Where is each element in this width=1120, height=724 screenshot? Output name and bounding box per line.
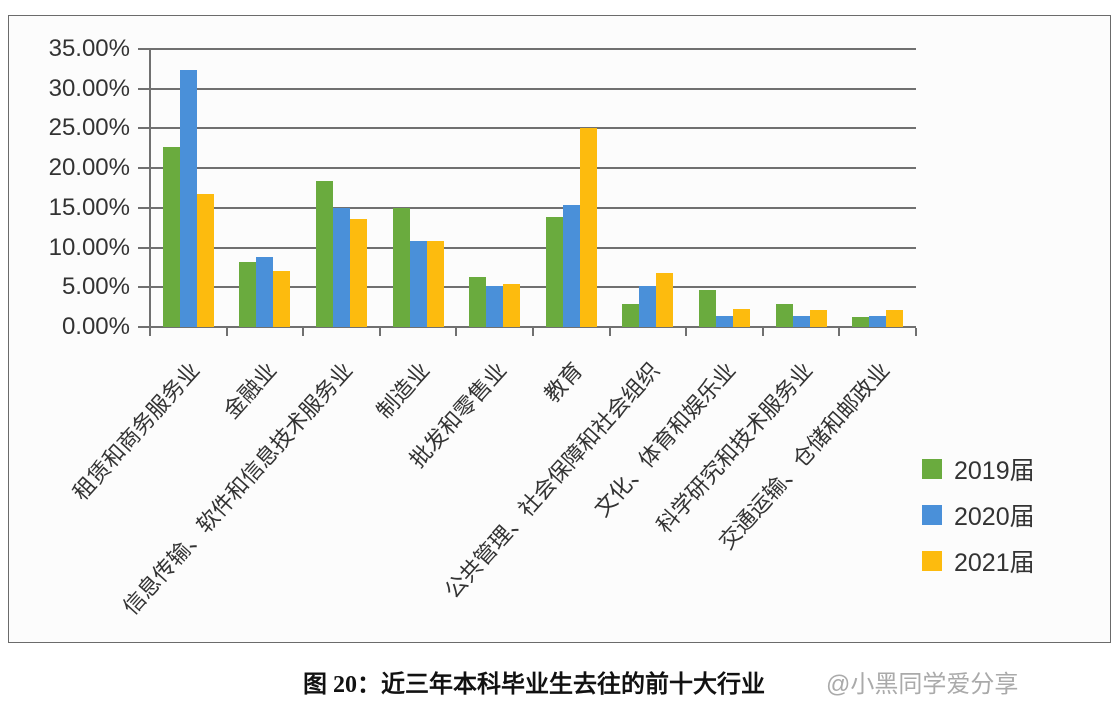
x-axis-tick bbox=[761, 328, 764, 336]
bar-2021届 bbox=[656, 272, 674, 327]
figure-caption: 图 20：近三年本科毕业生去往的前十大行业 bbox=[303, 672, 765, 698]
bar-2019届 bbox=[239, 261, 257, 327]
bar-2020届 bbox=[639, 286, 657, 327]
x-axis-tick bbox=[608, 328, 611, 336]
bar-2019届 bbox=[392, 207, 410, 327]
bar-2021届 bbox=[733, 308, 750, 327]
bar-2020届 bbox=[716, 315, 733, 327]
bar-2021届 bbox=[579, 128, 597, 327]
bar-2021届 bbox=[273, 270, 291, 327]
y-axis bbox=[149, 49, 151, 333]
bar-2019届 bbox=[162, 147, 180, 327]
y-tick-label: 25.00% bbox=[48, 114, 130, 142]
gridline bbox=[138, 246, 916, 249]
bar-2020届 bbox=[256, 257, 274, 327]
bar-2019届 bbox=[775, 303, 793, 327]
legend-label: 2019届 bbox=[954, 457, 1035, 485]
gridline bbox=[138, 87, 916, 90]
gridline bbox=[138, 127, 916, 130]
legend-swatch bbox=[922, 459, 942, 479]
legend-label: 2021届 bbox=[954, 549, 1035, 577]
bar-2020届 bbox=[409, 241, 427, 327]
bar-2019届 bbox=[852, 317, 870, 327]
bar-2021届 bbox=[503, 284, 521, 327]
y-tick-label: 5.00% bbox=[61, 273, 130, 301]
bar-2019届 bbox=[622, 303, 640, 327]
legend-item: 2019届 bbox=[922, 451, 1035, 487]
x-axis-tick bbox=[532, 328, 534, 336]
gridline bbox=[138, 326, 916, 328]
legend-swatch bbox=[922, 505, 942, 525]
x-axis-tick bbox=[915, 328, 917, 336]
gridline bbox=[138, 48, 916, 50]
x-axis-tick bbox=[378, 328, 381, 336]
y-tick-label: 15.00% bbox=[48, 193, 130, 221]
legend-item: 2020届 bbox=[922, 497, 1035, 533]
bar-2020届 bbox=[486, 286, 504, 327]
bar-2020届 bbox=[792, 315, 810, 327]
y-tick-label: 10.00% bbox=[48, 233, 130, 261]
bar-2019届 bbox=[469, 276, 487, 327]
bar-2021届 bbox=[350, 218, 367, 327]
x-axis-tick bbox=[149, 328, 151, 336]
bar-2021届 bbox=[886, 310, 904, 327]
x-axis-tick bbox=[685, 328, 688, 336]
y-tick-label: 30.00% bbox=[48, 74, 130, 102]
gridline bbox=[138, 167, 916, 170]
bar-2020届 bbox=[179, 70, 197, 327]
bar-2021届 bbox=[426, 241, 444, 327]
y-tick-label: 35.00% bbox=[48, 35, 130, 62]
bar-2020届 bbox=[869, 315, 887, 327]
y-tick-label: 20.00% bbox=[48, 154, 130, 182]
gridline bbox=[138, 206, 916, 209]
bar-2020届 bbox=[333, 207, 350, 327]
bar-2020届 bbox=[562, 205, 580, 327]
x-axis-tick bbox=[455, 328, 458, 336]
x-axis-tick bbox=[302, 328, 305, 336]
bar-2019届 bbox=[545, 216, 563, 327]
bar-2019届 bbox=[316, 180, 333, 327]
legend-swatch bbox=[922, 551, 942, 571]
bar-2019届 bbox=[699, 290, 716, 327]
watermark: @小黑同学爱分享 bbox=[826, 671, 1019, 698]
bar-2021届 bbox=[196, 194, 214, 327]
legend-item: 2021届 bbox=[922, 543, 1035, 579]
y-tick-label: 0.00% bbox=[61, 313, 130, 340]
gridline bbox=[138, 286, 916, 289]
bar-2021届 bbox=[809, 310, 827, 327]
x-axis-tick bbox=[838, 328, 841, 336]
legend-label: 2020届 bbox=[954, 503, 1035, 531]
x-axis-tick bbox=[225, 328, 228, 336]
